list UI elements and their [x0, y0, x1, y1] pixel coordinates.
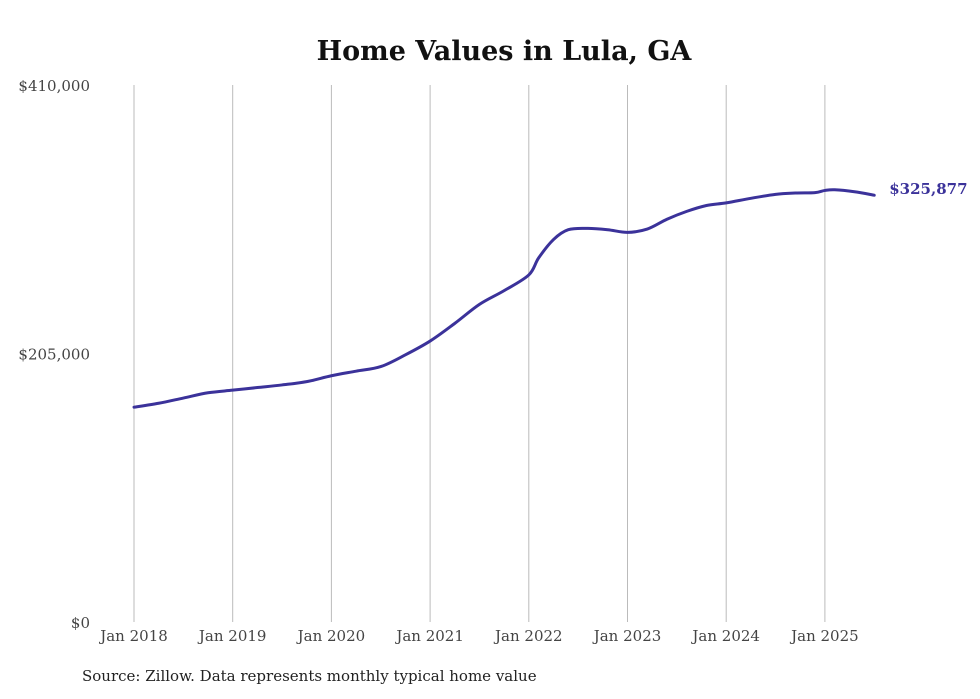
series-line — [132, 188, 876, 409]
y-tick-label: $410,000 — [18, 77, 90, 95]
x-tick-label: Jan 2024 — [690, 627, 760, 645]
x-tick-label: Jan 2025 — [789, 627, 859, 645]
x-tick-label: Jan 2020 — [296, 627, 366, 645]
source-note: Source: Zillow. Data represents monthly … — [82, 667, 537, 685]
x-tick-label: Jan 2023 — [592, 627, 662, 645]
end-value-label: $325,877 — [889, 180, 967, 198]
x-tick-label: Jan 2019 — [197, 627, 267, 645]
chart-title: Home Values in Lula, GA — [317, 36, 693, 67]
y-tick-label: $0 — [71, 614, 90, 632]
x-tick-label: Jan 2022 — [493, 627, 563, 645]
x-tick-label: Jan 2018 — [98, 627, 168, 645]
y-tick-label: $205,000 — [18, 346, 90, 364]
x-tick-label: Jan 2021 — [394, 627, 464, 645]
